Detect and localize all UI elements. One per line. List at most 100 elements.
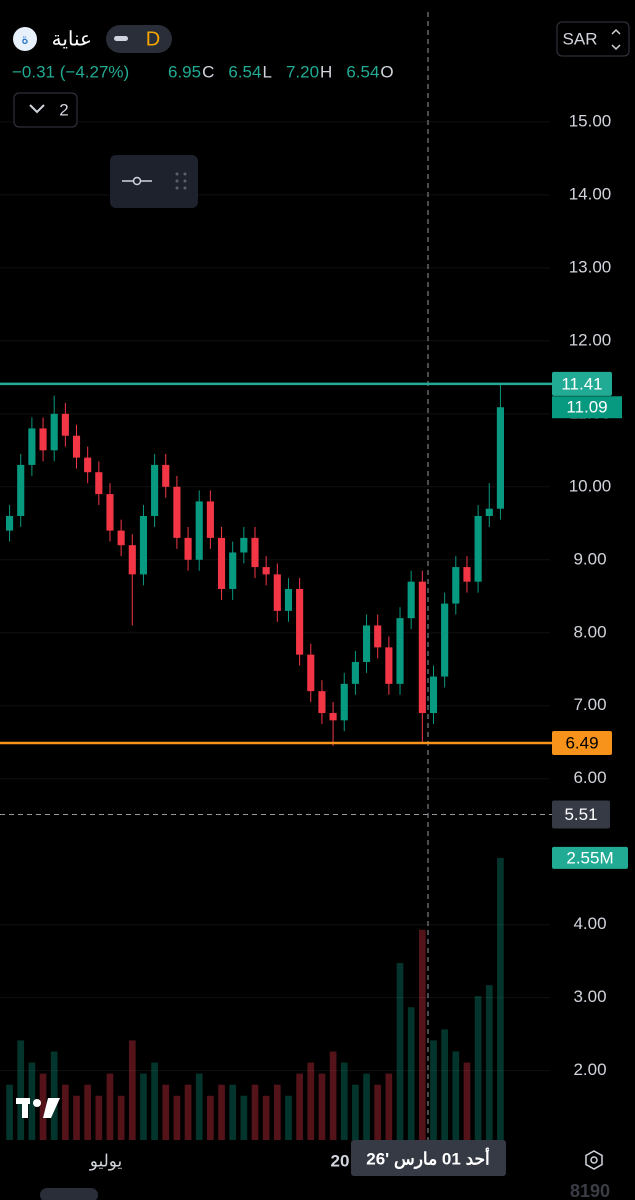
volume-bar bbox=[463, 1062, 471, 1140]
line-tool-node bbox=[132, 176, 142, 186]
volume-bar bbox=[385, 1073, 393, 1140]
candle-body bbox=[106, 494, 114, 531]
ohlc-value: 6.54 bbox=[228, 62, 261, 81]
candle-body bbox=[251, 537, 259, 568]
y-tick-label: 3.00 bbox=[573, 987, 606, 1006]
candle-body bbox=[474, 515, 482, 582]
ohlc-key: C bbox=[202, 62, 214, 81]
y-tick-label: 2.00 bbox=[573, 1060, 606, 1079]
volume-bar bbox=[340, 1062, 348, 1140]
candle-body bbox=[128, 545, 136, 575]
last-price-box bbox=[552, 396, 622, 419]
settings[interactable] bbox=[585, 1150, 603, 1170]
volume-bar bbox=[441, 1029, 448, 1140]
symbol-logo bbox=[13, 27, 37, 51]
drawing-toolbar[interactable] bbox=[110, 155, 198, 208]
volume-bar bbox=[39, 1073, 47, 1140]
volume-bar bbox=[195, 1073, 203, 1140]
y-tick-label: 9.00 bbox=[573, 549, 606, 568]
candle-body bbox=[351, 661, 359, 684]
candle-body bbox=[39, 428, 47, 451]
candle-body bbox=[50, 413, 58, 451]
candle-body bbox=[173, 486, 181, 538]
volume-bar bbox=[262, 1095, 270, 1140]
volume-bar bbox=[17, 1040, 25, 1140]
interval[interactable]: D bbox=[146, 28, 160, 50]
candle-body bbox=[273, 574, 281, 611]
volume-bar bbox=[218, 1084, 225, 1140]
volume-bar bbox=[106, 1073, 114, 1140]
level-label: 11.41 bbox=[561, 374, 602, 393]
volume-bar bbox=[273, 1084, 281, 1140]
volume-bar bbox=[117, 1095, 125, 1140]
candle-body bbox=[452, 567, 460, 604]
crosshair-price-label: 5.51 bbox=[564, 805, 597, 824]
candle-body bbox=[28, 428, 36, 465]
volume-bar bbox=[251, 1084, 259, 1140]
volume-bar bbox=[50, 1051, 58, 1140]
candle-body bbox=[84, 457, 92, 473]
currency-button[interactable] bbox=[556, 21, 630, 57]
level-label: 6.49 bbox=[565, 733, 598, 752]
candle-body bbox=[396, 618, 404, 684]
volume-bar bbox=[374, 1084, 382, 1140]
volume-bar bbox=[95, 1095, 103, 1140]
candle-body bbox=[206, 501, 214, 538]
panes-toggle[interactable] bbox=[13, 92, 78, 128]
crosshair-date: أحد 01 مارس '26 bbox=[366, 1146, 490, 1169]
candle-body bbox=[374, 625, 382, 648]
volume-bar bbox=[352, 1084, 359, 1140]
candle-body bbox=[229, 552, 237, 589]
y-tick-label: 15.00 bbox=[569, 111, 612, 130]
volume-label-box bbox=[552, 846, 628, 869]
candle-body bbox=[184, 537, 192, 560]
candle-body bbox=[95, 472, 103, 495]
volume-bar bbox=[474, 996, 482, 1140]
candle-body bbox=[307, 654, 315, 692]
volume-bar bbox=[307, 1062, 315, 1140]
ohlc-key: H bbox=[320, 62, 332, 81]
y-tick-label: 14.00 bbox=[569, 184, 612, 203]
volume-bar bbox=[128, 1040, 136, 1140]
y-tick-label: 12.00 bbox=[569, 330, 612, 349]
candle-body bbox=[151, 464, 159, 516]
candle-body bbox=[441, 603, 449, 677]
y-tick-label: 4.00 bbox=[573, 914, 606, 933]
symbol-name[interactable]: عناية bbox=[52, 28, 92, 50]
ohlc-key: O bbox=[380, 62, 393, 81]
settings-center bbox=[590, 1156, 598, 1164]
crosshair-price-box bbox=[552, 800, 610, 829]
level-label-box bbox=[552, 730, 612, 755]
candle-body bbox=[429, 676, 438, 714]
volume-bar bbox=[497, 857, 504, 1140]
volume-bar bbox=[485, 985, 493, 1140]
last-price-label: 11.09 bbox=[566, 398, 607, 417]
ohlc: 6.95 C 6.54 L 7.20 H 6.54 O bbox=[168, 62, 394, 81]
plot bbox=[0, 121, 550, 1140]
market-status bbox=[114, 36, 128, 41]
x-tick-label: يوليو bbox=[89, 1151, 123, 1171]
status-pill[interactable] bbox=[106, 25, 172, 53]
candle-body bbox=[117, 530, 125, 546]
currency-arrows bbox=[611, 28, 621, 51]
change: −0.31 (−4.27%) bbox=[12, 62, 129, 81]
candle-body bbox=[217, 537, 226, 589]
candle-body bbox=[195, 501, 203, 560]
tv-logo bbox=[16, 1098, 60, 1118]
chevron bbox=[29, 104, 45, 114]
candle-body bbox=[139, 515, 148, 575]
volume-bar bbox=[207, 1095, 214, 1140]
candle-body bbox=[485, 508, 493, 516]
candle-body bbox=[17, 464, 25, 516]
currency: SAR bbox=[563, 29, 598, 48]
drag-handle[interactable] bbox=[175, 172, 187, 190]
footer-text: 8190 bbox=[570, 1181, 610, 1200]
volume-bar bbox=[173, 1095, 181, 1140]
volume-bar bbox=[73, 1095, 80, 1140]
y-tick-label: 10.00 bbox=[569, 476, 612, 495]
candle-body bbox=[385, 647, 393, 684]
volume-bar bbox=[28, 1062, 36, 1140]
candle-body bbox=[284, 588, 293, 611]
volume-bar bbox=[62, 1084, 69, 1140]
candle-body bbox=[318, 691, 326, 714]
